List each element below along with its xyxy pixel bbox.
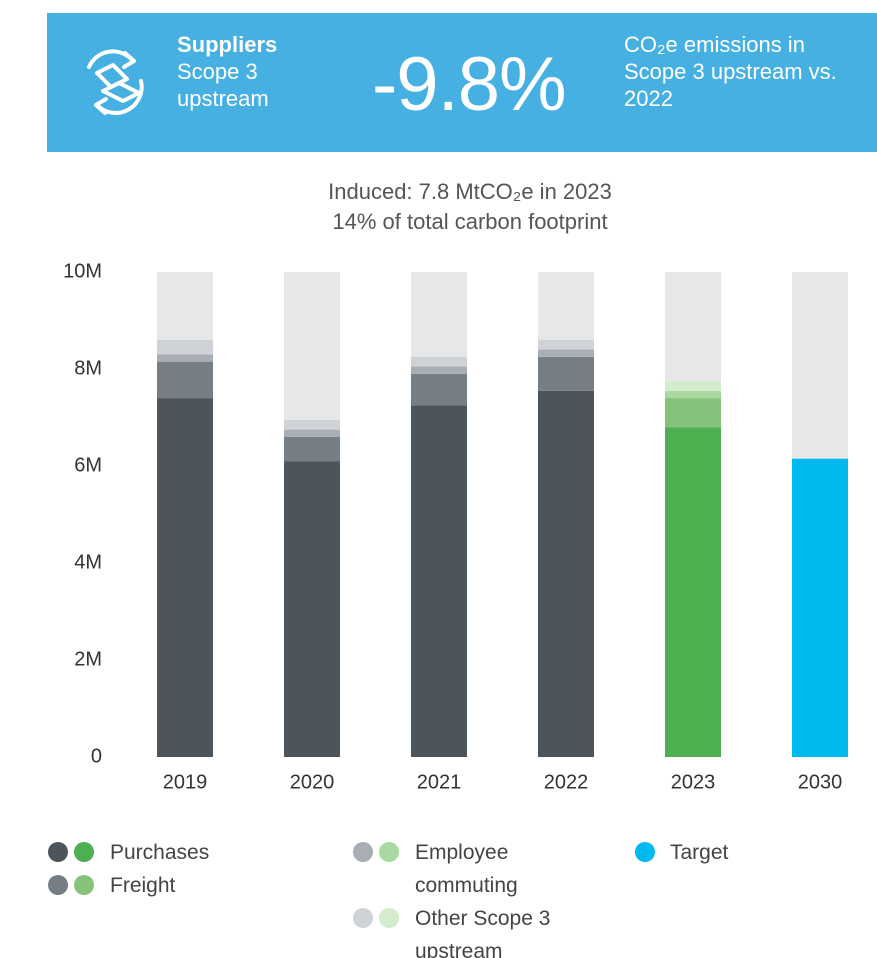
- legend-label: Other Scope 3 upstream: [415, 907, 551, 958]
- bar-segment: [411, 405, 467, 757]
- legend-swatch: [353, 842, 373, 862]
- legend-label: Employee commuting: [415, 841, 518, 897]
- legend-swatch: [353, 908, 373, 928]
- bar-segment: [284, 436, 340, 462]
- icon: [87, 49, 144, 115]
- chart-title: Induced: 7.8 MtCO₂e in 2023: [328, 179, 612, 204]
- x-tick-label: 2023: [671, 771, 716, 793]
- legend-label: Purchases: [110, 841, 210, 864]
- y-tick-label: 10M: [63, 260, 102, 282]
- y-tick-label: 8M: [74, 357, 102, 379]
- bar-segment: [792, 458, 848, 757]
- bar-segment: [538, 339, 594, 350]
- bar-segment: [538, 356, 594, 391]
- y-tick-label: 4M: [74, 551, 102, 573]
- bar-segment: [538, 349, 594, 357]
- banner: Suppliers Scope 3 upstream -9.8% CO₂e em…: [47, 13, 877, 152]
- bar-segment: [284, 461, 340, 757]
- legend-swatch: [48, 875, 68, 895]
- banner-description: CO₂e emissions in Scope 3 upstream vs. 2…: [624, 32, 837, 111]
- bar-segment: [411, 373, 467, 406]
- legend-label: Target: [670, 841, 729, 864]
- legend-swatch: [379, 908, 399, 928]
- bar-segment: [284, 429, 340, 437]
- x-tick-label: 2020: [290, 771, 335, 793]
- y-tick-label: 0: [91, 745, 102, 767]
- legend-swatch: [74, 875, 94, 895]
- bar-segment: [665, 427, 721, 757]
- x-tick-label: 2030: [798, 771, 843, 793]
- bar-segment: [157, 361, 213, 399]
- bar-segment: [665, 398, 721, 428]
- bar-segment: [665, 381, 721, 391]
- x-tick-label: 2019: [163, 771, 208, 793]
- legend-swatch: [48, 842, 68, 862]
- legend-swatch: [379, 842, 399, 862]
- legend-label: Freight: [110, 874, 176, 897]
- x-tick-label: 2021: [417, 771, 462, 793]
- legend-swatch: [74, 842, 94, 862]
- bar-segment: [538, 390, 594, 757]
- bar-segment: [411, 366, 467, 374]
- bar-segment: [157, 354, 213, 362]
- bar-segment: [411, 356, 467, 367]
- bar-segment: [284, 419, 340, 430]
- banner-heading: Suppliers: [177, 32, 278, 57]
- legend-swatch: [635, 842, 655, 862]
- chart-subtitle: 14% of total carbon footprint: [332, 209, 607, 234]
- banner-figure: -9.8%: [372, 42, 567, 127]
- bar-segment: [665, 390, 721, 399]
- chart: Induced: 7.8 MtCO₂e in 2023 14% of total …: [63, 179, 848, 793]
- bar-segment: [157, 339, 213, 355]
- x-tick-label: 2022: [544, 771, 589, 793]
- bar-segment: [157, 398, 213, 757]
- y-tick-label: 6M: [74, 454, 102, 476]
- banner-scope: Scope 3 upstream: [177, 59, 269, 111]
- y-tick-label: 2M: [74, 648, 102, 670]
